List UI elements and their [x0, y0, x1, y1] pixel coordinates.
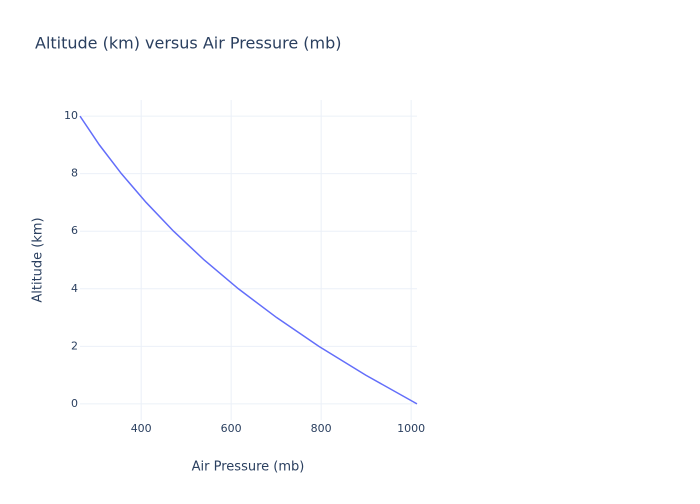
line-series: [79, 115, 418, 405]
y-tick-label: 2: [71, 339, 78, 352]
y-tick-label: 8: [71, 167, 78, 180]
y-tick-label: 10: [64, 109, 78, 122]
x-tick-label: 1000: [397, 422, 425, 435]
x-tick-label: 600: [221, 422, 242, 435]
chart-title: Altitude (km) versus Air Pressure (mb): [35, 34, 342, 53]
x-tick-label: 800: [311, 422, 332, 435]
y-axis-label: Altitude (km): [31, 217, 46, 302]
x-tick-label: 400: [131, 422, 152, 435]
y-tick-label: 6: [71, 224, 78, 237]
y-tick-label: 0: [71, 397, 78, 410]
x-axis-label: Air Pressure (mb): [192, 460, 305, 475]
y-tick-label: 4: [71, 282, 78, 295]
